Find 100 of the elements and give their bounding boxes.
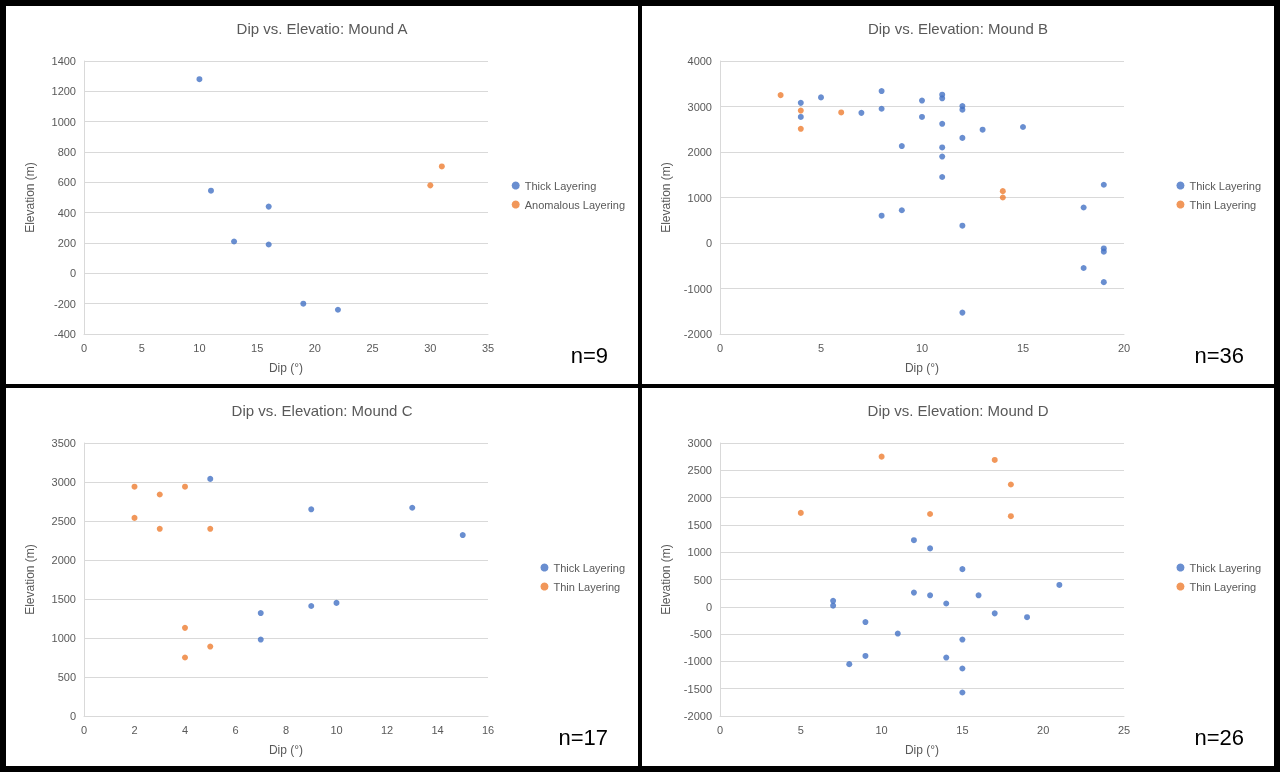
y-tick-label: -2000 xyxy=(683,710,712,722)
point xyxy=(830,597,837,604)
point xyxy=(1100,279,1107,286)
text: n=26 xyxy=(1194,724,1245,750)
point xyxy=(131,514,138,521)
y-tick-label: 1500 xyxy=(687,518,712,531)
point xyxy=(797,125,804,132)
point xyxy=(894,630,901,637)
y-tick-label: 3000 xyxy=(687,100,712,113)
point xyxy=(959,566,966,573)
y-tick-label: 0 xyxy=(705,237,712,249)
x-tick-label: 10 xyxy=(193,341,206,354)
point xyxy=(939,174,946,181)
y-tick-label: 0 xyxy=(705,600,712,613)
point xyxy=(308,506,315,513)
y-tick-label: -400 xyxy=(53,328,76,340)
legend-label: Thick Layering xyxy=(553,561,626,574)
x-axis-title: Dip (°) xyxy=(268,361,304,375)
point xyxy=(1007,513,1014,520)
y-tick-label: 1000 xyxy=(687,191,712,204)
y-tick-label: 500 xyxy=(693,573,712,586)
y-axis-title: Elevation (m) xyxy=(23,544,37,615)
point xyxy=(878,88,885,95)
point xyxy=(927,510,934,517)
point xyxy=(409,504,416,511)
x-tick-label: 30 xyxy=(424,341,437,354)
y-tick-label: 2000 xyxy=(687,491,712,504)
point xyxy=(334,306,341,313)
point xyxy=(156,491,163,498)
point xyxy=(797,99,804,106)
point xyxy=(207,525,214,532)
y-tick-label: 1200 xyxy=(51,85,76,98)
y-tick-label: -500 xyxy=(689,628,712,641)
point xyxy=(927,545,934,552)
y-tick-label: 4000 xyxy=(687,55,712,67)
legend-label: Thin Layering xyxy=(553,580,621,593)
y-tick-label: 600 xyxy=(57,176,76,189)
point xyxy=(231,238,238,245)
y-tick-label: 3000 xyxy=(687,437,712,449)
y-tick-label: 3500 xyxy=(51,437,76,449)
point xyxy=(777,92,784,99)
point xyxy=(265,203,272,210)
point xyxy=(919,97,925,104)
point xyxy=(207,475,214,482)
point xyxy=(999,188,1006,195)
x-axis-title: Dip (°) xyxy=(904,743,940,757)
point xyxy=(975,592,982,599)
point xyxy=(182,654,188,661)
point xyxy=(1024,614,1031,621)
text: n=17 xyxy=(558,724,609,750)
x-tick-label: 5 xyxy=(138,341,145,354)
x-tick-label: 20 xyxy=(1037,723,1050,736)
point xyxy=(910,537,917,544)
point xyxy=(939,95,946,102)
point xyxy=(943,600,950,607)
chart-title: Dip vs. Elevatio: Mound A xyxy=(236,20,408,37)
legend-label: Thick Layering xyxy=(1189,179,1262,192)
point xyxy=(1020,123,1026,130)
y-tick-label: -1500 xyxy=(683,682,712,695)
point xyxy=(939,144,946,151)
point xyxy=(156,525,163,532)
point xyxy=(939,153,946,160)
x-tick-label: 4 xyxy=(181,723,189,736)
x-tick-label: 14 xyxy=(431,723,444,736)
y-tick-label: 1000 xyxy=(51,632,76,644)
point xyxy=(959,309,966,316)
y-tick-label: 0 xyxy=(69,267,76,280)
text: n=9 xyxy=(570,342,609,368)
y-tick-label: 200 xyxy=(57,237,76,249)
point xyxy=(927,592,934,599)
point xyxy=(797,107,804,114)
point xyxy=(182,624,188,631)
x-tick-label: 2 xyxy=(131,723,138,736)
y-axis-title: Elevation (m) xyxy=(659,162,673,233)
point xyxy=(898,143,905,150)
point xyxy=(1080,204,1087,211)
chart-title: Dip vs. Elevation: Mound C xyxy=(231,402,413,419)
point xyxy=(797,509,804,516)
y-tick-label: 3000 xyxy=(51,476,76,488)
x-tick-label: 0 xyxy=(716,723,724,736)
y-tick-label: 800 xyxy=(57,146,76,158)
x-tick-label: 5 xyxy=(817,341,825,354)
legend-label: Thick Layering xyxy=(1189,561,1262,574)
x-tick-label: 25 xyxy=(366,341,379,354)
y-tick-label: -200 xyxy=(53,297,76,310)
legend-label: Anomalous Layering xyxy=(524,198,626,211)
point xyxy=(427,182,434,189)
x-tick-label: 0 xyxy=(80,341,88,354)
point xyxy=(207,643,214,650)
x-tick-label: 0 xyxy=(80,723,88,736)
legend-label: Thick Layering xyxy=(524,179,597,192)
point xyxy=(207,187,214,194)
x-tick-label: 16 xyxy=(481,723,495,736)
point xyxy=(846,661,853,668)
y-tick-label: 1000 xyxy=(687,546,712,559)
x-tick-label: 8 xyxy=(282,723,290,736)
x-axis-title: Dip (°) xyxy=(904,361,940,375)
point xyxy=(459,532,466,539)
point xyxy=(1056,581,1063,588)
x-tick-label: 12 xyxy=(380,723,394,736)
